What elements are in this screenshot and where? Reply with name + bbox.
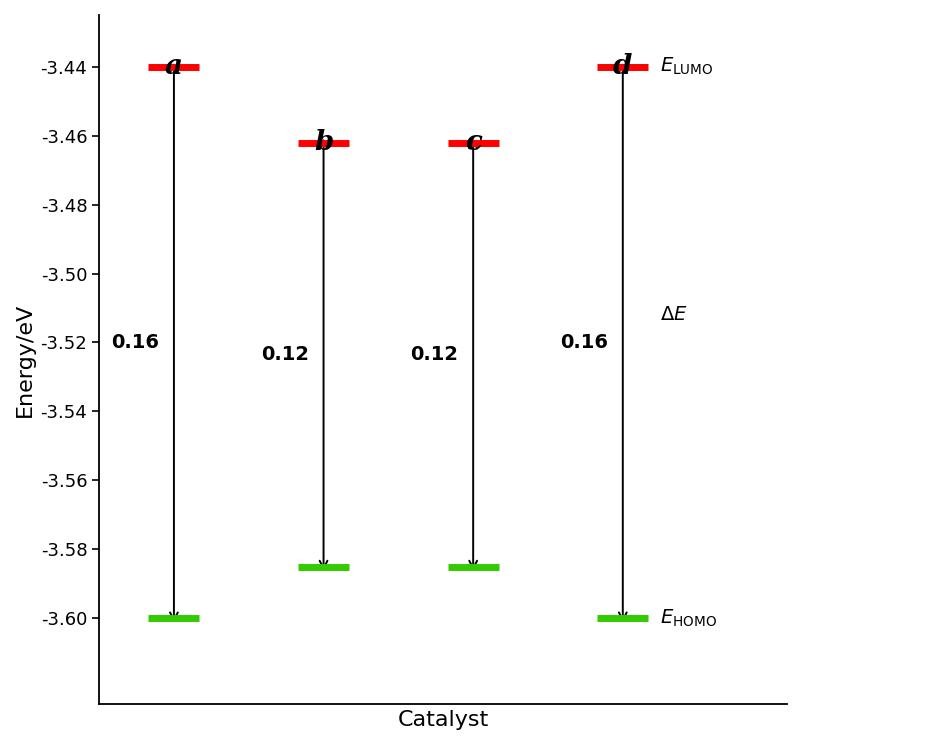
Text: c: c — [465, 130, 481, 156]
Text: $E_{\mathrm{LUMO}}$: $E_{\mathrm{LUMO}}$ — [661, 56, 714, 77]
Text: 0.16: 0.16 — [111, 333, 159, 352]
Text: 0.12: 0.12 — [411, 345, 458, 364]
Text: $E_{\mathrm{HOMO}}$: $E_{\mathrm{HOMO}}$ — [661, 608, 717, 629]
Text: a: a — [165, 54, 183, 80]
Text: 0.16: 0.16 — [560, 333, 608, 352]
Text: d: d — [613, 54, 633, 80]
Text: $\Delta E$: $\Delta E$ — [661, 306, 688, 324]
X-axis label: Catalyst: Catalyst — [397, 710, 489, 730]
Text: b: b — [313, 130, 333, 156]
Y-axis label: Energy/eV: Energy/eV — [15, 302, 35, 417]
Text: 0.12: 0.12 — [260, 345, 309, 364]
